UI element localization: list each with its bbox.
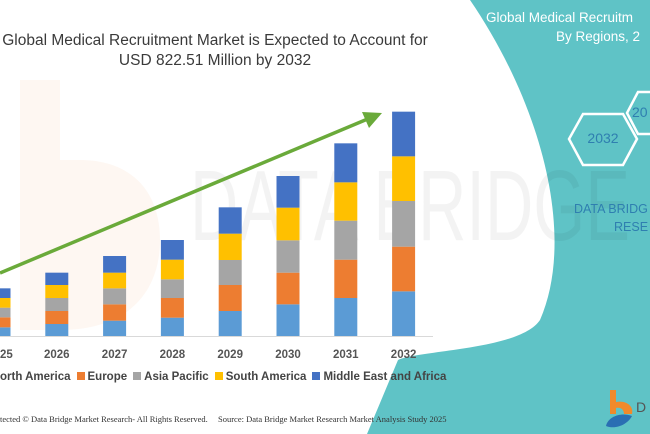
bar-2031-south-america <box>334 182 358 221</box>
bar-2027-south-america <box>103 272 127 289</box>
source-text: Source: Data Bridge Market Research Mark… <box>218 414 447 424</box>
bar-2029-middle-east-and-africa <box>218 207 242 234</box>
x-tick-label: 2031 <box>333 349 359 361</box>
copyright-text: tected © Data Bridge Market Research- Al… <box>0 414 208 424</box>
bar-2025-europe <box>0 317 11 328</box>
bar-2027-europe <box>103 304 127 321</box>
bar-2032-asia-pacific <box>392 201 416 247</box>
legend-swatch <box>133 372 142 380</box>
legend-swatch <box>76 372 85 380</box>
legend-label: orth America <box>0 371 71 383</box>
bar-2030-middle-east-and-africa <box>276 176 300 208</box>
bar-2032-europe <box>392 246 416 292</box>
hexagon-label: 20 <box>632 104 648 120</box>
trend-arrow-line <box>0 116 371 275</box>
bar-2026-middle-east-and-africa <box>45 272 69 285</box>
bar-2025-south-america <box>0 298 11 308</box>
x-tick-label: 2028 <box>160 349 186 361</box>
legend-item: orth America <box>0 371 71 383</box>
svg-text:D: D <box>636 399 646 415</box>
bar-2025-north-america <box>0 327 11 336</box>
bar-2030-north-america <box>276 304 300 336</box>
x-tick-label: 2030 <box>275 349 301 361</box>
bar-2029-asia-pacific <box>218 260 242 285</box>
bar-2027-middle-east-and-africa <box>103 256 127 273</box>
legend-label: Middle East and Africa <box>323 371 447 383</box>
trend-arrow-head-icon <box>362 112 382 128</box>
bar-2031-middle-east-and-africa <box>334 143 358 183</box>
bar-2028-north-america <box>160 317 184 336</box>
bar-2030-europe <box>276 272 300 305</box>
bar-2027-north-america <box>103 320 127 336</box>
bar-2029-north-america <box>218 311 242 336</box>
bar-2028-middle-east-and-africa <box>160 240 184 260</box>
legend-label: South America <box>225 371 307 383</box>
legend-swatch <box>312 372 321 380</box>
brand-text-line1: DATA BRIDG <box>574 202 648 216</box>
bar-2027-asia-pacific <box>103 288 127 305</box>
x-tick-label: 2027 <box>102 349 128 361</box>
bar-2026-south-america <box>45 285 69 298</box>
brand-text-line2: RESE <box>614 220 649 234</box>
bar-2026-north-america <box>45 324 69 336</box>
legend-item: Asia Pacific <box>133 371 209 383</box>
bar-2029-south-america <box>218 233 242 260</box>
x-tick-label: 25 <box>0 349 13 361</box>
legend-label: Europe <box>87 371 128 383</box>
right-heading-line2: By Regions, 2 <box>556 29 641 44</box>
bar-2025-asia-pacific <box>0 307 11 318</box>
bar-2032-north-america <box>392 291 416 336</box>
right-heading-line1: Global Medical Recruitm <box>486 10 634 25</box>
bar-2026-asia-pacific <box>45 298 69 311</box>
data-bridge-logo-icon: D <box>606 390 646 428</box>
legend-item: Middle East and Africa <box>312 371 446 383</box>
hexagon-small: 20 <box>625 90 650 136</box>
legend-item: Europe <box>76 371 128 383</box>
legend: orth America Europe Asia Pacific South Amer… <box>0 371 452 383</box>
x-tick-label: 2032 <box>391 349 417 361</box>
hexagon-2032: 2032 <box>567 112 639 167</box>
bar-2029-europe <box>218 285 242 311</box>
bar-2032-middle-east-and-africa <box>392 111 416 157</box>
hexagon-label: 2032 <box>587 130 619 146</box>
bar-2030-south-america <box>276 207 300 241</box>
chart-title-line1: Global Medical Recruitment Market is Exp… <box>2 32 428 49</box>
bar-2032-south-america <box>392 156 416 201</box>
legend-item: South America <box>214 371 307 383</box>
bar-2030-asia-pacific <box>276 240 300 273</box>
bar-2031-asia-pacific <box>334 220 358 260</box>
chart-title-line2: USD 822.51 Million by 2032 <box>118 52 312 69</box>
x-tick-label: 2026 <box>44 349 70 361</box>
bar-2028-europe <box>160 298 184 318</box>
legend-swatch <box>214 372 223 380</box>
bar-2031-north-america <box>334 298 358 336</box>
bar-2025-middle-east-and-africa <box>0 288 11 298</box>
x-tick-label: 2029 <box>217 349 243 361</box>
bar-2028-south-america <box>160 259 184 280</box>
legend-label: Asia Pacific <box>144 371 209 383</box>
bar-2026-europe <box>45 311 69 324</box>
bar-2028-asia-pacific <box>160 279 184 298</box>
bar-2031-europe <box>334 259 358 298</box>
